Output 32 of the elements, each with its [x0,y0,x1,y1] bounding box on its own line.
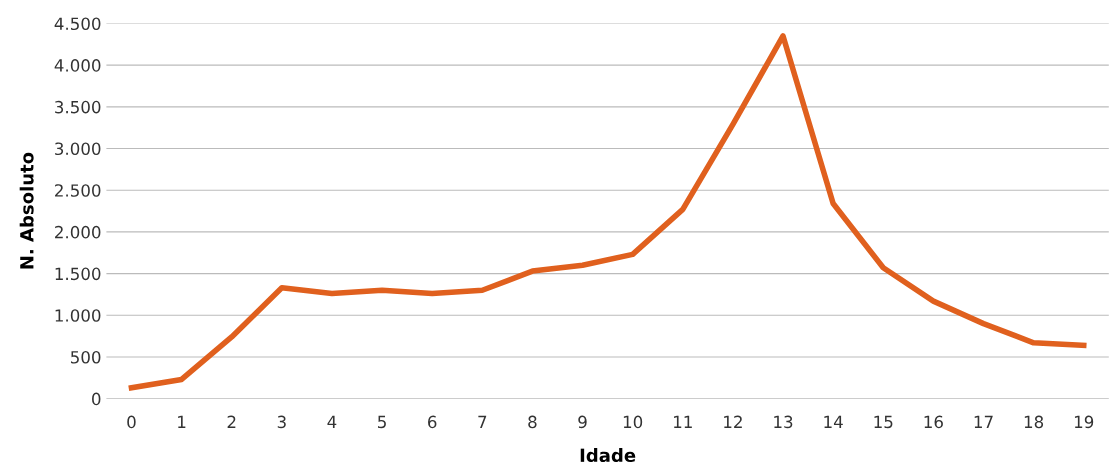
y-tick-label: 500 [71,350,101,364]
x-tick-label: 2 [227,415,236,428]
x-tick-label: 9 [578,415,587,429]
x-tick-label: 11 [674,415,692,428]
y-tick-label: 1.500 [55,267,101,281]
x-tick-label: 8 [528,415,537,429]
x-tick-label: 17 [974,415,993,428]
x-tick-label: 12 [724,415,742,428]
y-tick-label: 1.000 [55,309,101,322]
x-tick-label: 16 [924,415,943,429]
y-tick-label: 4.000 [54,59,101,72]
x-tick-label: 5 [378,415,386,429]
x-tick-label: 13 [774,415,793,429]
x-tick-label: 19 [1074,415,1094,429]
y-tick-label: 3.000 [55,142,101,156]
y-tick-label: 2.000 [55,225,101,239]
x-tick-label: 4 [327,415,337,428]
y-tick-label: 2.500 [55,184,101,197]
x-tick-label: 0 [127,415,136,429]
x-tick-label: 15 [874,415,893,429]
y-tick-label: 4.500 [54,17,101,31]
x-tick-label: 10 [623,415,643,429]
x-tick-label: 18 [1024,415,1044,429]
x-tick-label: 6 [428,415,437,429]
x-tick-label: 14 [824,415,843,428]
y-tick-label: 0 [92,392,101,406]
x-tick-label: 1 [178,415,186,428]
x-axis-title: Idade [580,448,636,463]
x-tick-label: 3 [277,415,286,429]
y-tick-label: 3.500 [55,100,101,114]
y-axis-title: N. Absoluto [19,152,34,269]
x-tick-label: 7 [478,415,487,428]
